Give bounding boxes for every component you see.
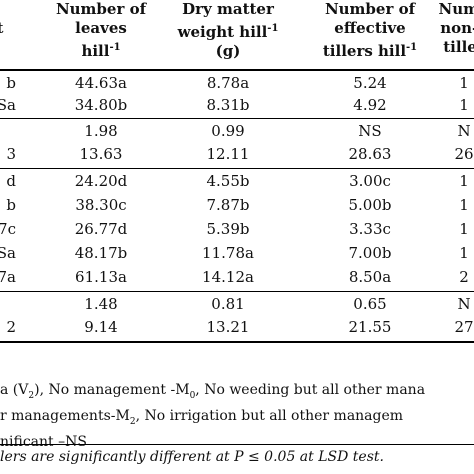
cell-non-effective: N (457, 295, 471, 313)
header-col-dry-matter: Dry matter weight hill-1 (g) (158, 0, 298, 61)
cell-dry-matter: 0.81 (211, 295, 245, 313)
cell-non-effective: 2 (459, 268, 469, 286)
cell-effective-tillers: 3.00c (349, 172, 391, 190)
cell-leaves: 61.13a (75, 268, 127, 286)
cell-non-effective: 1 (459, 220, 469, 238)
table-row: 7c 26.77d 5.39b 3.33c 1 (0, 218, 474, 240)
table-row: 7a 61.13a 14.12a 8.50a 2 (0, 266, 474, 288)
row-label (0, 120, 16, 142)
row-label: 3 (6, 145, 16, 163)
header-col0-line1: t (0, 19, 20, 38)
table-row: 3 13.63 12.11 28.63 26 (0, 143, 474, 165)
table-header: t Number of leaves hill-1 Dry matter wei… (0, 0, 474, 72)
cell-dry-matter: 0.99 (211, 122, 245, 140)
footnote: lers are significantly different at P ≤ … (0, 449, 384, 465)
cell-dry-matter: 7.87b (206, 196, 250, 214)
header-col-effective-tillers: Number of effective tillers hill-1 (296, 0, 444, 61)
header-col-treatment: t (0, 19, 20, 38)
cell-leaves: 1.98 (84, 122, 118, 140)
table-row: 1.48 0.81 0.65 N (0, 293, 474, 315)
row-label: Sa (0, 96, 16, 114)
cell-dry-matter: 8.78a (206, 74, 250, 92)
cell-effective-tillers: 28.63 (348, 145, 392, 163)
section-rule (0, 291, 474, 292)
cell-non-effective: 1 (459, 196, 469, 214)
header-col2-line2: weight hill-1 (177, 23, 279, 41)
cell-non-effective: 1 (459, 96, 469, 114)
cell-leaves: 9.14 (84, 318, 118, 336)
cell-non-effective: 1 (459, 244, 469, 262)
cell-leaves: 48.17b (74, 244, 128, 262)
header-col1-line3: hill-1 (81, 42, 121, 60)
cell-dry-matter: 8.31b (206, 96, 250, 114)
row-label (0, 293, 16, 315)
header-col1-line2: leaves (75, 19, 127, 37)
header-col3-line3: tillers hill-1 (322, 42, 418, 60)
header-col4-line2: non-e (440, 19, 474, 37)
cell-effective-tillers: 3.33c (349, 220, 391, 238)
header-col-non-effective: Numb non-e tiller (420, 0, 474, 57)
header-rule (0, 69, 474, 71)
cell-leaves: 26.77d (74, 220, 128, 238)
header-col2-line3: (g) (215, 42, 241, 60)
header-col1-line1: Number of (55, 0, 147, 18)
section-rule (0, 168, 474, 169)
header-col4-line1: Numb (438, 0, 474, 18)
table-notes: a (V2), No management -M0, No weeding bu… (0, 380, 474, 452)
table-row: 1.98 0.99 NS N (0, 120, 474, 142)
cell-effective-tillers: 7.00b (348, 244, 392, 262)
cell-effective-tillers: 5.24 (353, 74, 387, 92)
bottom-rule (0, 341, 474, 343)
row-label: b (6, 196, 16, 214)
cell-effective-tillers: 21.55 (348, 318, 392, 336)
cell-leaves: 38.30c (75, 196, 127, 214)
table-row: b 44.63a 8.78a 5.24 1 (0, 72, 474, 94)
table-row: Sa 48.17b 11.78a 7.00b 1 (0, 242, 474, 264)
table-row: d 24.20d 4.55b 3.00c 1 (0, 170, 474, 192)
cell-effective-tillers: 0.65 (353, 295, 387, 313)
section-rule (0, 118, 474, 119)
cell-dry-matter: 14.12a (202, 268, 254, 286)
footnote-rule (0, 444, 474, 445)
table-row: 2 9.14 13.21 21.55 27 (0, 316, 474, 338)
cell-effective-tillers: 8.50a (348, 268, 392, 286)
cell-dry-matter: 5.39b (206, 220, 250, 238)
cell-effective-tillers: 5.00b (348, 196, 392, 214)
row-label: Sa (0, 244, 16, 262)
cell-non-effective: 1 (459, 172, 469, 190)
cell-non-effective: 27 (454, 318, 474, 336)
cell-non-effective: 1 (459, 74, 469, 92)
cell-leaves: 44.63a (75, 74, 127, 92)
cell-leaves: 1.48 (84, 295, 118, 313)
row-label: 7c (0, 220, 16, 238)
note-line-2: r managements-M2, No irrigation but all … (0, 407, 404, 427)
cell-non-effective: 26 (454, 145, 474, 163)
header-col3-line1: Number of (324, 0, 416, 18)
row-label: 2 (6, 318, 16, 336)
header-col3-line2: effective (334, 19, 406, 37)
cell-dry-matter: 11.78a (202, 244, 254, 262)
row-label: b (6, 74, 16, 92)
cell-dry-matter: 13.21 (206, 318, 250, 336)
note-line-1: a (V2), No management -M0, No weeding bu… (0, 382, 426, 401)
cell-effective-tillers: NS (358, 122, 382, 140)
cell-effective-tillers: 4.92 (353, 96, 387, 114)
row-label: 7a (0, 268, 16, 286)
table-row: Sa 34.80b 8.31b 4.92 1 (0, 94, 474, 116)
table-row: b 38.30c 7.87b 5.00b 1 (0, 194, 474, 216)
header-col2-line1: Dry matter (182, 0, 274, 18)
cell-leaves: 24.20d (74, 172, 128, 190)
cell-leaves: 13.63 (79, 145, 123, 163)
cell-non-effective: N (457, 122, 471, 140)
note-line-3: nificant –NS (0, 433, 87, 450)
cell-dry-matter: 12.11 (206, 145, 250, 163)
header-col-leaves: Number of leaves hill-1 (36, 0, 166, 61)
header-col4-line3: tiller (443, 38, 474, 56)
cell-leaves: 34.80b (74, 96, 128, 114)
row-label: d (6, 172, 16, 190)
cell-dry-matter: 4.55b (206, 172, 250, 190)
